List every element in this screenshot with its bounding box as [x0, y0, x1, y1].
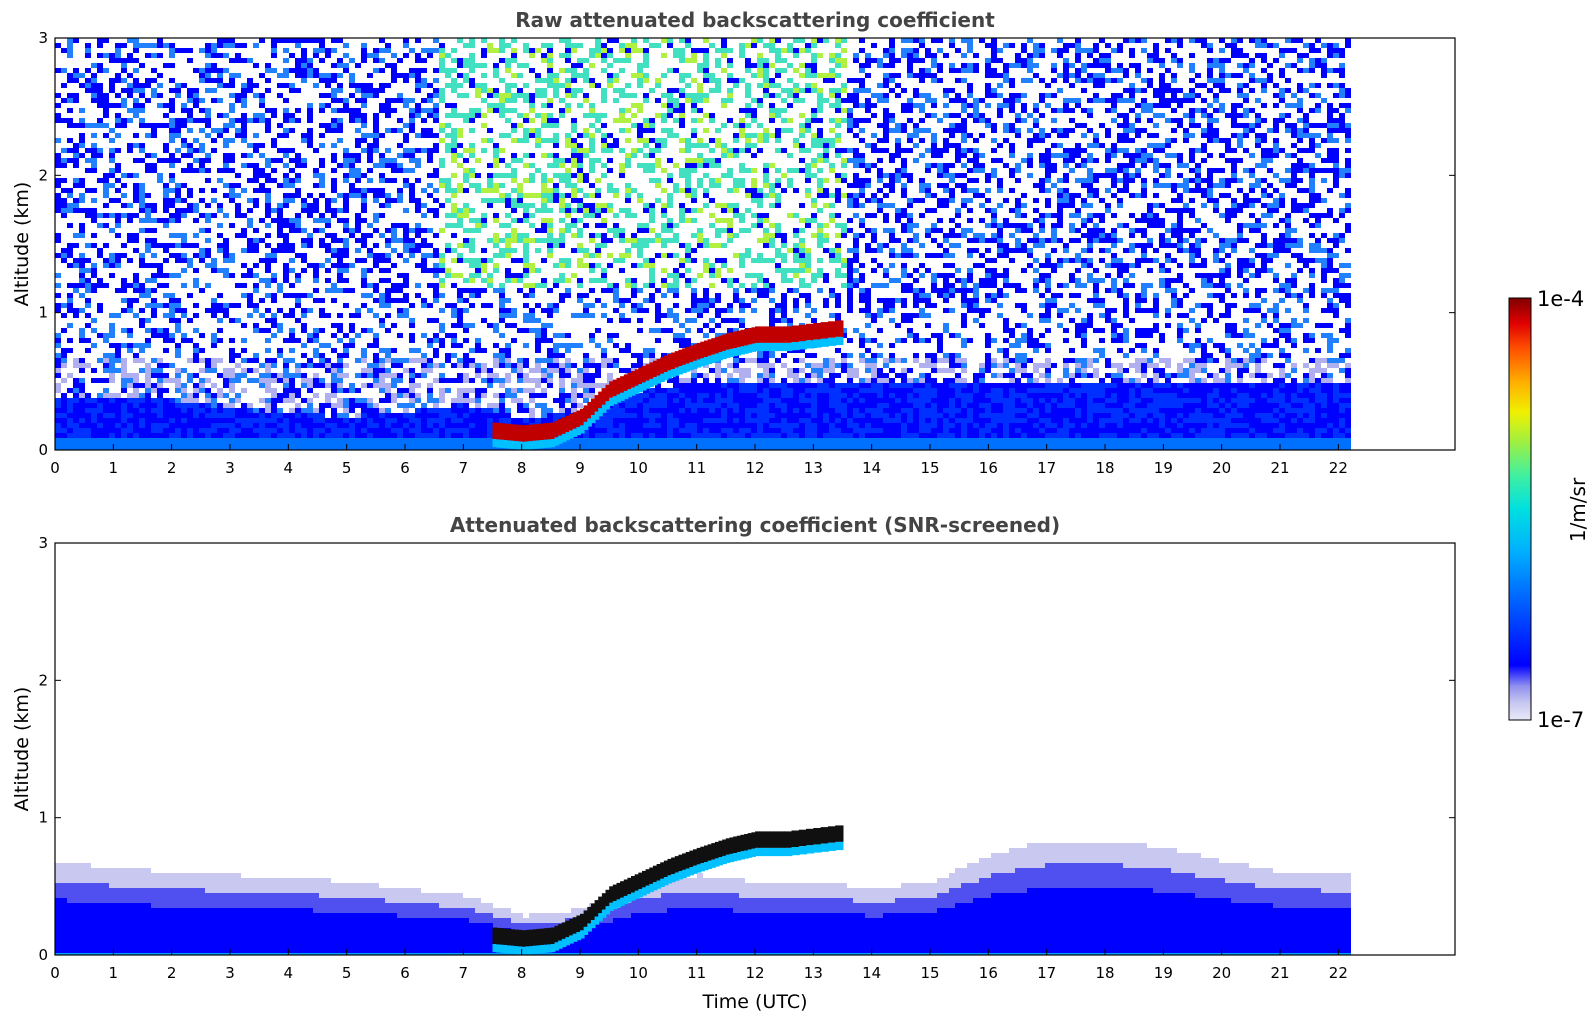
x-tick-label: 1 [109, 964, 119, 982]
x-tick-label: 20 [1212, 459, 1231, 477]
x-tick-label: 8 [517, 459, 527, 477]
y-axis-label-raw: Altitude (km) [11, 182, 33, 307]
x-tick-label: 18 [1095, 964, 1114, 982]
x-tick-label: 8 [517, 964, 527, 982]
y-tick-label: 2 [38, 671, 48, 689]
heatmap-image-screened [55, 825, 1351, 958]
chart-title-raw: Raw attenuated backscattering coefficien… [515, 8, 995, 32]
x-tick-label: 7 [459, 964, 469, 982]
x-tick-label: 15 [920, 459, 939, 477]
x-tick-label: 16 [979, 459, 998, 477]
y-tick-label: 1 [38, 304, 48, 322]
x-tick-label: 9 [575, 459, 585, 477]
x-tick-label: 12 [745, 459, 764, 477]
colorbar-unit-label: 1/m/sr [1566, 477, 1590, 542]
chart-title-screened: Attenuated backscattering coefficient (S… [450, 513, 1060, 537]
x-tick-label: 10 [629, 459, 648, 477]
x-tick-label: 2 [167, 459, 177, 477]
x-tick-label: 12 [745, 964, 764, 982]
x-tick-label: 17 [1037, 459, 1056, 477]
x-tick-label: 14 [862, 964, 881, 982]
x-tick-label: 9 [575, 964, 585, 982]
x-tick-label: 0 [50, 459, 60, 477]
x-tick-label: 14 [862, 459, 881, 477]
y-tick-label: 0 [38, 441, 48, 459]
chart-panel-screened: Attenuated backscattering coefficient (S… [11, 513, 1455, 1013]
x-tick-label: 11 [687, 964, 706, 982]
x-tick-label: 13 [804, 964, 823, 982]
x-tick-label: 17 [1037, 964, 1056, 982]
x-tick-label: 19 [1154, 459, 1173, 477]
x-tick-label: 11 [687, 459, 706, 477]
x-tick-label: 0 [50, 964, 60, 982]
x-tick-label: 19 [1154, 964, 1173, 982]
x-tick-label: 10 [629, 964, 648, 982]
x-tick-label: 15 [920, 964, 939, 982]
x-tick-label: 1 [109, 459, 119, 477]
x-tick-label: 20 [1212, 964, 1231, 982]
chart-panel-raw: Raw attenuated backscattering coefficien… [11, 8, 1455, 477]
x-tick-label: 18 [1095, 459, 1114, 477]
x-tick-label: 21 [1270, 459, 1289, 477]
x-tick-label: 6 [400, 964, 410, 982]
colorbar-gradient [1509, 298, 1531, 720]
x-tick-label: 7 [459, 459, 469, 477]
y-tick-label: 3 [38, 29, 48, 47]
x-tick-label: 13 [804, 459, 823, 477]
x-tick-label: 3 [225, 964, 235, 982]
x-tick-label: 16 [979, 964, 998, 982]
y-tick-label: 3 [38, 534, 48, 552]
x-tick-label: 3 [225, 459, 235, 477]
x-tick-label: 6 [400, 459, 410, 477]
x-tick-label: 5 [342, 964, 352, 982]
x-tick-label: 4 [284, 459, 294, 477]
colorbar-min-label: 1e-7 [1537, 708, 1584, 732]
x-tick-label: 21 [1270, 964, 1289, 982]
x-tick-label: 4 [284, 964, 294, 982]
colorbar-max-label: 1e-4 [1537, 287, 1584, 311]
x-axis-label-screened: Time (UTC) [701, 991, 807, 1013]
y-tick-label: 2 [38, 166, 48, 184]
y-tick-label: 0 [38, 946, 48, 964]
x-tick-label: 5 [342, 459, 352, 477]
x-tick-label: 22 [1329, 459, 1348, 477]
heatmap-image-raw [55, 38, 1351, 453]
y-axis-label-screened: Altitude (km) [11, 687, 33, 812]
y-tick-label: 1 [38, 809, 48, 827]
x-tick-label: 2 [167, 964, 177, 982]
colorbar: 1e-4 1e-7 1/m/sr [1509, 287, 1590, 732]
x-tick-label: 22 [1329, 964, 1348, 982]
